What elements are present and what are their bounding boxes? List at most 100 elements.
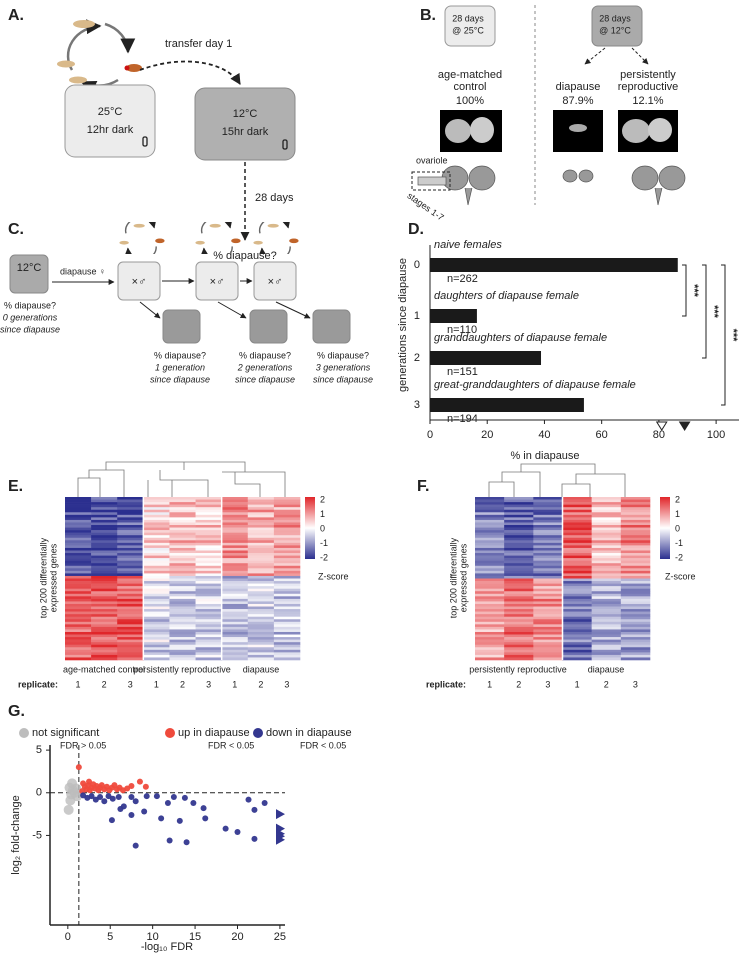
heatmap-cell [221,583,249,587]
heatmap-cell [620,649,651,653]
data-point [158,815,165,822]
heatmap-cell [273,621,301,625]
heatmap-cell [65,563,92,567]
heatmap-cell [533,601,563,605]
heatmap-cell [562,606,592,610]
heatmap-cell [117,624,144,628]
heatmap-cell [65,547,92,551]
heatmap-cell [195,497,222,500]
heatmap-cell [504,652,534,656]
heatmap-cell [117,586,144,589]
heatmap-cell [273,535,301,539]
heatmap-cell [562,568,592,572]
heatmap-cell [504,517,534,521]
significance-bracket [702,264,707,359]
heatmap-cell [247,644,275,648]
heatmap-cell [117,657,144,661]
box-text: @ 25°C [452,25,484,35]
data-point [109,795,116,802]
heatmap-cell [620,614,651,618]
heatmap-cell [221,519,249,523]
heatmap-cell [620,560,651,564]
panel-a: A. transfer day 1 25°C 12hr dark 12°C 15… [8,7,296,262]
annotation: transfer day 1 [165,38,232,50]
heatmap-cell [475,542,505,546]
heatmap-cell [195,621,222,625]
heatmap-cell [562,626,592,630]
heatmap-cell [475,652,505,656]
heatmap-cell [221,547,249,551]
heatmap-cell [143,499,170,503]
heatmap-cell [475,545,505,549]
heatmap-cell [65,583,92,587]
heatmap-cell [562,563,592,567]
heatmap-cell [91,547,118,551]
arrow [139,301,161,319]
heatmap-cell [65,499,92,503]
heatmap-cell [91,586,118,589]
heatmap-cell [273,647,301,651]
heatmap-cell [273,573,301,577]
heatmap-cell [591,616,622,620]
heatmap-cell [91,578,118,582]
heatmap-cell [169,525,196,528]
heatmap-cell [591,606,622,610]
heatmap-cell [620,517,651,521]
heatmap-cell [504,649,534,653]
heatmap-cell [91,530,118,533]
heatmap-cell [195,504,222,508]
heatmap-cell [117,654,144,658]
heatmap-cell [475,649,505,653]
y-tick-label: -5 [32,829,42,841]
heatmap-cell [591,573,622,577]
heatmap-cell [117,634,144,638]
heatmap-cell [221,593,249,597]
replicate-number: 2 [258,679,263,689]
heatmap-cell [65,609,92,612]
heatmap-cell [221,517,249,521]
heatmap-cell [533,542,563,546]
heatmap-cell [117,581,144,584]
heatmap-cell [117,563,144,567]
heatmap-cell [91,593,118,597]
heatmap-cell [620,527,651,531]
heatmap-cell [91,598,118,602]
micrograph [648,118,672,142]
heatmap-cell [91,654,118,658]
heatmap-cell [169,631,196,635]
heatmap-cell [247,637,275,640]
heatmap-cell [117,601,144,605]
heatmap-cell [620,593,651,597]
heatmap-cell [65,550,92,554]
data-point [142,783,149,790]
heatmap-cell [620,540,651,544]
heatmap-cell [91,525,118,528]
data-point [183,839,190,846]
heatmap-cell [273,598,301,602]
arrow [217,301,247,319]
data-point [128,794,135,801]
annotation: since diapause [0,324,60,334]
heatmap-cell [533,537,563,541]
heatmap-cell [195,560,222,564]
heatmap-cell [591,532,622,536]
annotation: ovariole [416,155,448,165]
heatmap-cell [247,575,275,579]
heatmap-cell [273,654,301,658]
heatmap-cell [475,606,505,610]
heatmap-cell [117,550,144,554]
heatmap-cell [620,616,651,620]
heatmap-cell [504,647,534,651]
heatmap-cell [117,504,144,508]
heatmap-cell [273,507,301,511]
heatmap-cell [143,540,170,544]
heatmap-cell [143,581,170,584]
heatmap-cell [91,563,118,567]
heatmap-cell [143,596,170,600]
heatmap-cell [247,509,275,513]
significance-bracket [682,264,687,317]
heatmap-cell [562,639,592,643]
axis-label: expressed genes [458,543,468,612]
heatmap-cell [195,614,222,618]
heatmap-cell [273,550,301,554]
